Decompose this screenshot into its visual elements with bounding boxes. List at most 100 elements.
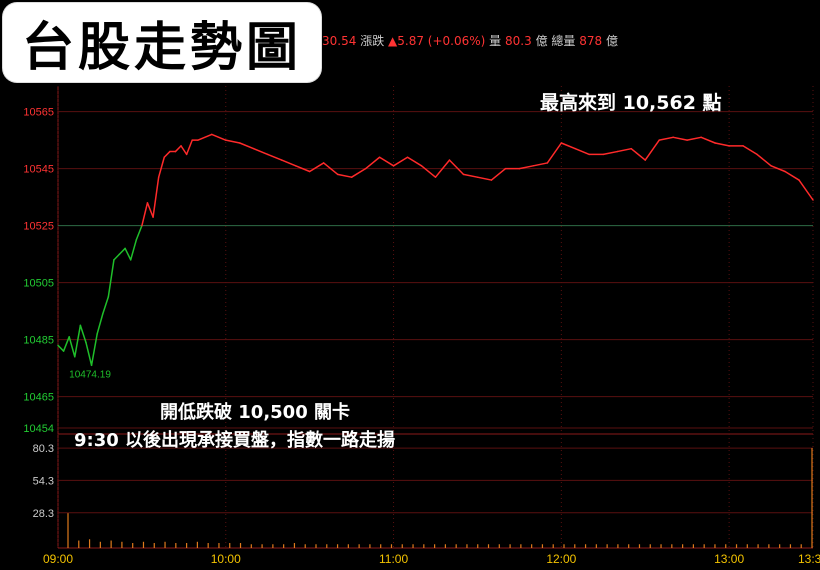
price-segment xyxy=(742,145,758,156)
price-segment xyxy=(57,344,65,352)
volume-bar xyxy=(552,544,554,548)
price-fragment: 30.54 xyxy=(322,34,357,48)
volume-bar xyxy=(531,544,533,548)
volume-bar xyxy=(164,541,166,548)
price-tick-label: 10505 xyxy=(23,278,54,290)
price-segment xyxy=(129,239,138,261)
volume-bar xyxy=(401,544,403,548)
volume-bar xyxy=(380,544,382,548)
volume-bar xyxy=(358,544,360,548)
volume-bar xyxy=(207,543,209,548)
total-label: 總量 xyxy=(551,34,576,48)
price-segment xyxy=(630,147,646,161)
volume-bar xyxy=(509,544,511,548)
volume-bar xyxy=(606,544,608,548)
change-label: 漲跌 xyxy=(360,34,385,48)
volume-bar xyxy=(649,544,651,548)
volume-bar xyxy=(466,544,468,548)
price-segment xyxy=(784,170,800,181)
price-segment xyxy=(756,153,772,167)
volume-bar xyxy=(660,544,662,548)
volume-bar xyxy=(714,544,716,548)
volume-bar xyxy=(293,543,296,548)
price-segment xyxy=(462,173,479,178)
price-segment xyxy=(434,159,451,178)
volume-tick-label: 54.3 xyxy=(33,475,54,487)
volume-bar xyxy=(735,544,738,548)
volume-bar xyxy=(142,541,145,548)
price-segment xyxy=(113,253,121,261)
price-segment xyxy=(560,142,577,150)
price-segment xyxy=(336,173,353,178)
price-segment xyxy=(518,165,535,170)
time-tick-label: 12:00 xyxy=(546,552,576,566)
volume-bar xyxy=(789,544,792,548)
volume-label: 量 xyxy=(489,34,502,48)
price-segment xyxy=(135,224,143,241)
volume-bar xyxy=(347,544,349,548)
time-tick-label: 11:00 xyxy=(379,552,408,566)
low-value-label: 10474.19 xyxy=(69,369,111,380)
volume-tick-label: 28.3 xyxy=(33,508,54,520)
volume-bar xyxy=(186,543,188,548)
volume-bar xyxy=(563,544,565,548)
price-segment xyxy=(68,336,76,358)
volume-bar xyxy=(196,541,198,548)
price-segment xyxy=(714,142,730,147)
volume-bar xyxy=(99,541,101,548)
volume-bar xyxy=(88,539,91,548)
volume-bar xyxy=(272,544,274,548)
volume-bar xyxy=(239,543,242,548)
price-segment xyxy=(574,147,591,156)
volume-bar xyxy=(369,544,371,548)
volume-bar xyxy=(703,544,705,548)
price-segment xyxy=(101,296,110,315)
price-segment xyxy=(294,165,311,173)
price-segment xyxy=(152,176,160,218)
price-segment xyxy=(602,150,619,156)
price-segment xyxy=(141,202,149,227)
annotation-rebound: 9:30 以後出現承接買盤，指數一路走揚 xyxy=(74,430,396,451)
price-segment xyxy=(197,133,213,141)
volume-bar xyxy=(487,544,490,548)
volume-bar xyxy=(218,543,220,548)
price-segment xyxy=(266,153,283,161)
price-segment xyxy=(96,313,104,335)
price-tick-label: 10454 xyxy=(23,423,54,435)
price-segment xyxy=(185,139,193,156)
volume-bar xyxy=(315,544,317,548)
quote-header: 30.54 漲跌 ▲5.87 (+0.06%) 量 80.3 億 總量 878 … xyxy=(322,32,618,49)
volume-bar xyxy=(498,544,500,548)
volume-bar xyxy=(520,544,522,548)
price-segment xyxy=(163,150,171,158)
volume-bar xyxy=(110,540,112,548)
title-badge: 台股走勢圖 xyxy=(3,3,321,82)
price-segment xyxy=(322,162,339,176)
price-segment xyxy=(107,259,115,298)
volume-bar xyxy=(153,543,155,548)
price-segment xyxy=(364,156,381,170)
price-segment xyxy=(686,136,702,141)
volume-bar xyxy=(444,544,446,548)
volume-bar xyxy=(261,544,263,548)
volume-bar xyxy=(541,544,544,548)
price-tick-label: 10465 xyxy=(23,392,54,404)
annotation-high: 最高來到 10,562 點 xyxy=(540,92,722,114)
price-segment xyxy=(476,176,493,181)
volume-bar xyxy=(78,540,80,548)
volume-bar xyxy=(725,544,727,548)
price-segment xyxy=(378,156,395,167)
volume-unit: 億 xyxy=(535,34,548,48)
price-tick-label: 10525 xyxy=(23,221,54,233)
volume-bar xyxy=(692,544,694,548)
price-segment xyxy=(157,156,166,178)
price-tick-label: 10485 xyxy=(23,335,54,347)
price-segment xyxy=(308,162,325,173)
volume-tick-label: 80.3 xyxy=(33,443,54,455)
price-tick-label: 10545 xyxy=(23,164,54,176)
price-segment xyxy=(798,179,814,201)
volume-bar xyxy=(326,544,328,548)
volume-bar xyxy=(423,544,425,548)
price-segment xyxy=(406,156,423,167)
